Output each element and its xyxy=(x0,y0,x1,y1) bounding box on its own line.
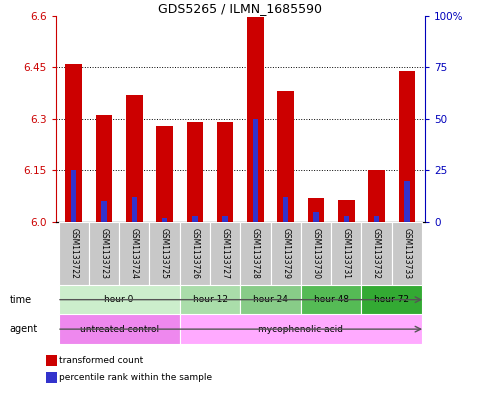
Text: untreated control: untreated control xyxy=(80,325,159,334)
Text: GSM1133733: GSM1133733 xyxy=(402,228,412,279)
Bar xyxy=(162,218,167,222)
Bar xyxy=(270,222,301,285)
Text: time: time xyxy=(10,295,32,305)
Bar xyxy=(247,17,264,222)
Bar xyxy=(361,222,392,285)
Text: GSM1133729: GSM1133729 xyxy=(281,228,290,279)
Title: GDS5265 / ILMN_1685590: GDS5265 / ILMN_1685590 xyxy=(158,2,322,15)
Bar xyxy=(241,222,270,285)
Bar xyxy=(253,119,258,222)
Bar xyxy=(89,222,119,285)
Bar xyxy=(368,171,385,222)
Bar xyxy=(65,64,82,222)
Text: hour 12: hour 12 xyxy=(193,295,227,304)
Text: hour 0: hour 0 xyxy=(104,295,134,304)
Bar xyxy=(58,314,180,344)
Bar xyxy=(210,222,241,285)
Bar xyxy=(186,122,203,222)
Bar xyxy=(331,222,361,285)
Bar xyxy=(101,202,107,222)
Bar xyxy=(149,222,180,285)
Text: transformed count: transformed count xyxy=(59,356,143,365)
Text: GSM1133728: GSM1133728 xyxy=(251,228,260,279)
Bar xyxy=(71,171,76,222)
Bar xyxy=(361,285,422,314)
Text: percentile rank within the sample: percentile rank within the sample xyxy=(59,373,213,382)
Text: mycophenolic acid: mycophenolic acid xyxy=(258,325,343,334)
Text: hour 48: hour 48 xyxy=(313,295,349,304)
Text: hour 72: hour 72 xyxy=(374,295,409,304)
Text: GSM1133732: GSM1133732 xyxy=(372,228,381,279)
Text: agent: agent xyxy=(10,324,38,334)
Bar xyxy=(131,197,137,222)
Bar xyxy=(180,222,210,285)
Bar xyxy=(119,222,149,285)
Bar xyxy=(338,200,355,222)
Bar xyxy=(180,314,422,344)
Bar xyxy=(192,216,198,222)
Text: GSM1133730: GSM1133730 xyxy=(312,228,321,279)
Bar xyxy=(241,285,301,314)
Bar xyxy=(180,285,241,314)
Bar xyxy=(392,222,422,285)
Text: GSM1133723: GSM1133723 xyxy=(99,228,109,279)
Text: hour 24: hour 24 xyxy=(253,295,288,304)
Bar xyxy=(96,116,113,222)
Bar xyxy=(374,216,379,222)
Text: GSM1133724: GSM1133724 xyxy=(130,228,139,279)
Text: GSM1133726: GSM1133726 xyxy=(190,228,199,279)
Bar xyxy=(343,216,349,222)
Bar xyxy=(398,71,415,222)
Bar xyxy=(404,181,410,222)
Bar xyxy=(58,285,180,314)
Bar xyxy=(223,216,228,222)
Bar xyxy=(301,285,361,314)
Bar xyxy=(126,95,142,222)
Bar xyxy=(283,197,288,222)
Bar xyxy=(313,212,319,222)
Bar xyxy=(58,222,89,285)
Bar xyxy=(217,122,233,222)
Bar xyxy=(277,92,294,222)
Text: GSM1133722: GSM1133722 xyxy=(69,228,78,279)
Text: GSM1133731: GSM1133731 xyxy=(342,228,351,279)
Text: GSM1133727: GSM1133727 xyxy=(221,228,229,279)
Bar xyxy=(301,222,331,285)
Text: GSM1133725: GSM1133725 xyxy=(160,228,169,279)
Bar xyxy=(308,198,325,222)
Bar xyxy=(156,126,173,222)
